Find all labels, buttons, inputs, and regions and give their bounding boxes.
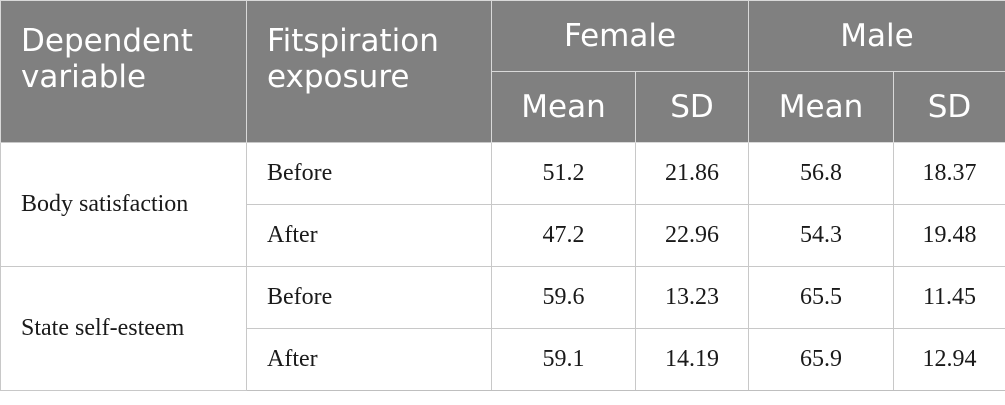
cell-female-sd: 13.23 xyxy=(635,266,749,329)
header-col2-line1: Fitspiration xyxy=(267,23,439,59)
cell-female-sd: 14.19 xyxy=(635,328,749,391)
cell-male-mean: 65.5 xyxy=(748,266,894,329)
cell-female-mean: 51.2 xyxy=(491,142,636,205)
table-row: After 59.1 14.19 65.9 12.94 xyxy=(1,328,1005,391)
header-male-sd: SD xyxy=(893,71,1005,143)
row-exposure-label: Before xyxy=(246,266,492,329)
cell-female-mean: 59.1 xyxy=(491,328,636,391)
header-fitspiration-exposure: Fitspiration exposure xyxy=(246,0,492,143)
table-row: State self-esteem Before 59.6 13.23 65.5… xyxy=(0,266,1005,391)
header-female-sd: SD xyxy=(635,71,749,143)
header-col1-line1: Dependent xyxy=(21,23,193,59)
results-table: Dependent variable Fitspiration exposure… xyxy=(0,0,1005,391)
header-group-female: Female xyxy=(491,0,749,72)
header-group-male: Male xyxy=(748,0,1005,72)
header-col1-line2: variable xyxy=(21,59,147,95)
header-male-mean: Mean xyxy=(748,71,894,143)
row-exposure-label: After xyxy=(246,204,492,267)
cell-female-sd: 22.96 xyxy=(635,204,749,267)
row-variable-label: Body satisfaction xyxy=(0,142,247,267)
cell-male-mean: 54.3 xyxy=(748,204,894,267)
cell-female-mean: 59.6 xyxy=(491,266,636,329)
table-header: Dependent variable Fitspiration exposure… xyxy=(0,0,1005,143)
cell-male-sd: 12.94 xyxy=(893,328,1005,391)
row-variable-label: State self-esteem xyxy=(0,266,247,391)
row-exposure-label: Before xyxy=(246,142,492,205)
header-col2-line2: exposure xyxy=(267,59,410,95)
cell-male-sd: 18.37 xyxy=(893,142,1005,205)
row-exposure-label: After xyxy=(246,328,492,391)
cell-female-mean: 47.2 xyxy=(491,204,636,267)
table-row: Body satisfaction Before 51.2 21.86 56.8… xyxy=(0,142,1005,267)
cell-male-sd: 11.45 xyxy=(893,266,1005,329)
header-dependent-variable: Dependent variable xyxy=(0,0,247,143)
cell-female-sd: 21.86 xyxy=(635,142,749,205)
cell-male-sd: 19.48 xyxy=(893,204,1005,267)
table-body: Body satisfaction Before 51.2 21.86 56.8… xyxy=(0,142,1005,391)
cell-male-mean: 56.8 xyxy=(748,142,894,205)
cell-male-mean: 65.9 xyxy=(748,328,894,391)
header-female-mean: Mean xyxy=(491,71,636,143)
